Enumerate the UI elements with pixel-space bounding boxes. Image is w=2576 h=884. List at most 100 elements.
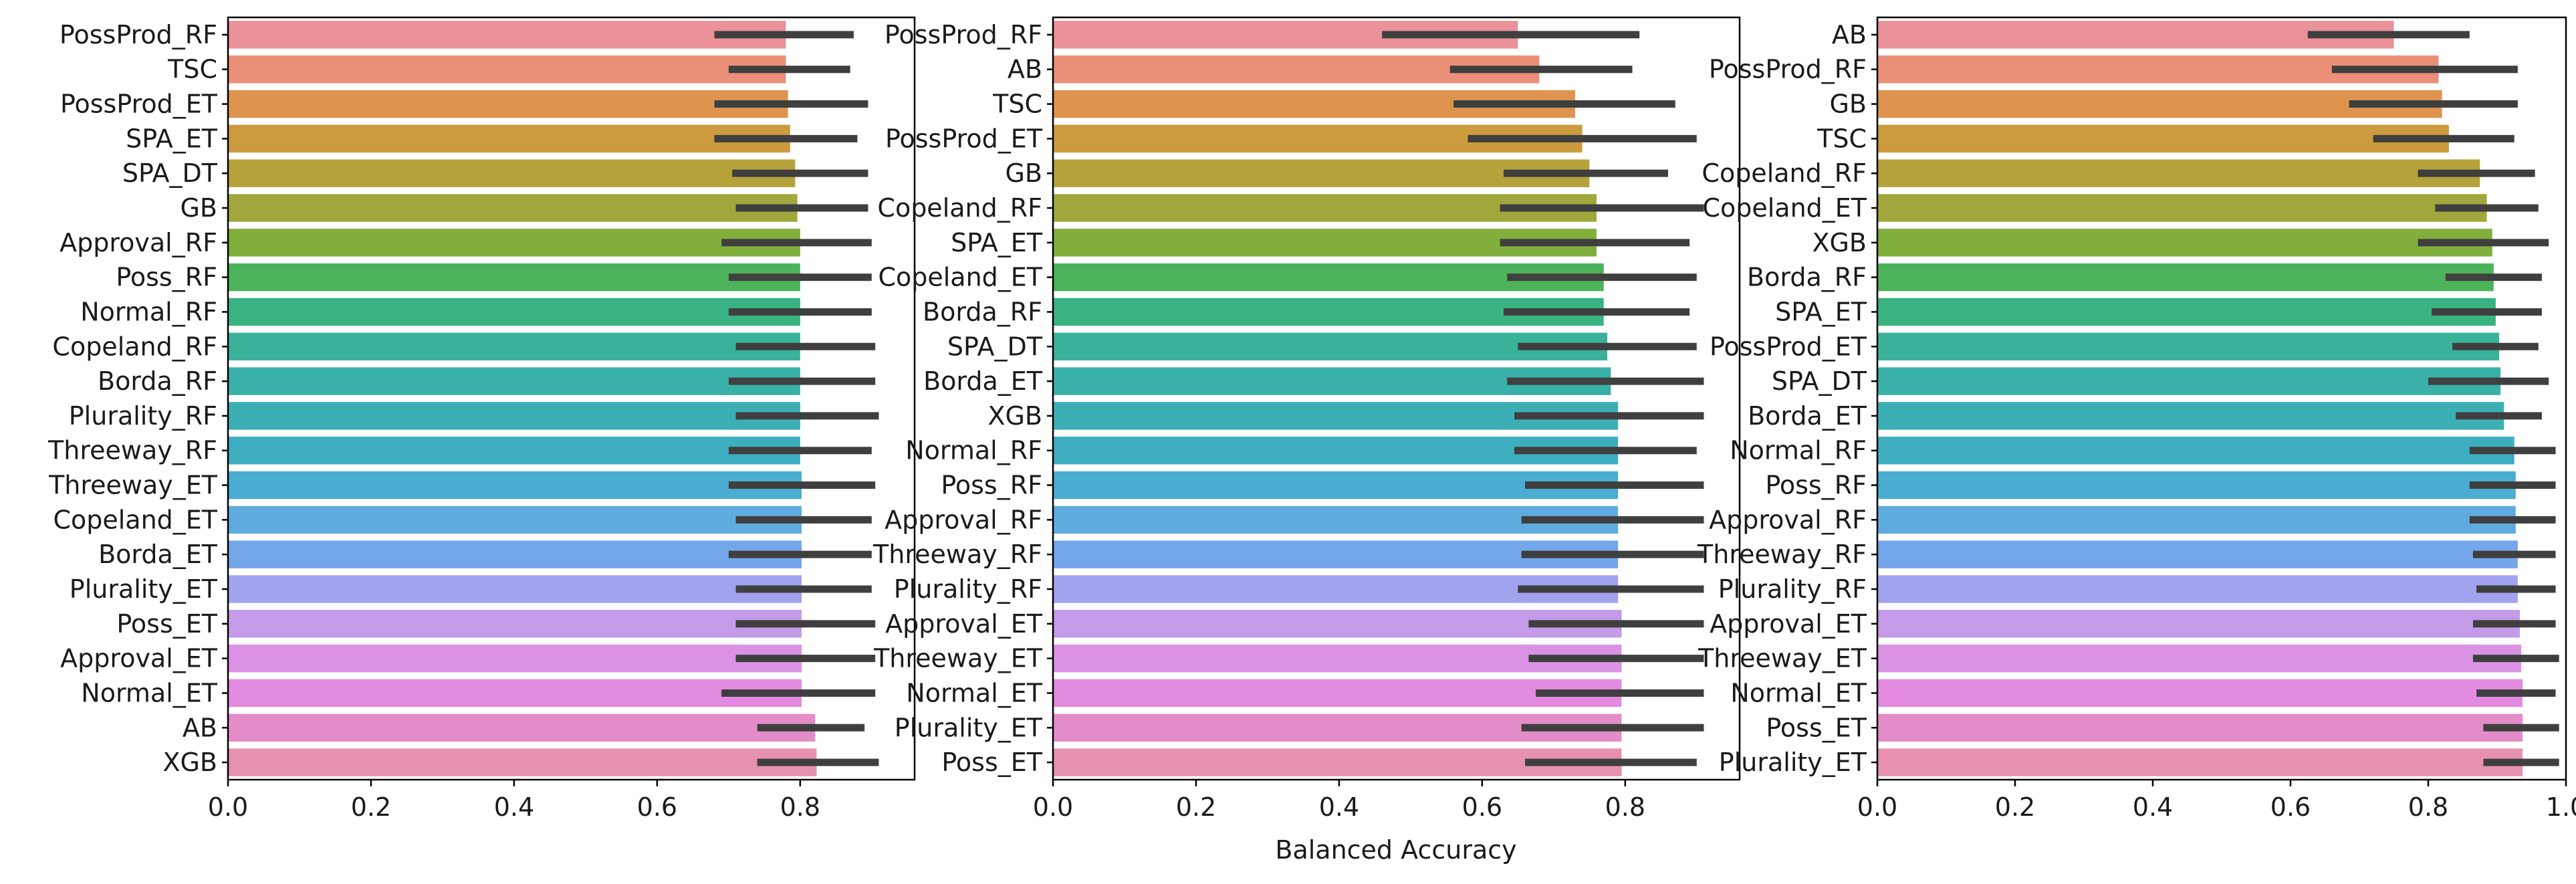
y-tick-label: AB bbox=[1008, 55, 1042, 84]
x-tick-label: 0.6 bbox=[1462, 792, 1502, 822]
chart-panel-right: AB PossProd_RF GB TSC Copeland_RF Copeland_ET… bbox=[1697, 16, 2576, 822]
bar-spa-dt bbox=[1053, 332, 1608, 360]
x-tick-label: 0.6 bbox=[637, 792, 677, 822]
bar-copeland-rf bbox=[228, 332, 800, 360]
bar-tsc bbox=[228, 56, 786, 84]
bar-borda-et bbox=[1877, 402, 2504, 430]
y-tick-label: Plurality_RF bbox=[1718, 574, 1867, 604]
y-tick-label: AB bbox=[183, 713, 217, 742]
y-tick-label: XGB bbox=[987, 401, 1042, 431]
x-tick-label: 0.2 bbox=[1176, 792, 1216, 822]
y-tick-label: Approval_RF bbox=[1709, 505, 1867, 534]
chart-panel-left: PossProd_RF TSC PossProd_ET SPA_ET SPA_DT GB A… bbox=[47, 16, 916, 822]
y-tick-label: Borda_RF bbox=[98, 366, 217, 396]
x-tick-label: 0.6 bbox=[2270, 792, 2311, 822]
y-tick-label: Poss_RF bbox=[941, 471, 1042, 500]
y-tick-label: XGB bbox=[162, 748, 217, 777]
y-tick-label: Borda_RF bbox=[923, 297, 1042, 326]
y-tick-label: Copeland_ET bbox=[878, 263, 1042, 292]
bar-copeland-et bbox=[1877, 194, 2487, 222]
x-tick-label: 0.8 bbox=[780, 792, 820, 822]
y-tick-label: Normal_ET bbox=[81, 678, 218, 707]
bar-borda-et bbox=[228, 540, 802, 568]
bar-possprod-et bbox=[1877, 332, 2500, 360]
y-tick-label: GB bbox=[1005, 158, 1042, 188]
bar-approval-et bbox=[228, 644, 802, 673]
y-tick-label: Poss_ET bbox=[116, 609, 217, 639]
bar-borda-rf bbox=[1877, 263, 2494, 292]
y-tick-label: Borda_ET bbox=[1748, 401, 1867, 431]
axes-frame bbox=[1876, 16, 2567, 781]
chart-panel-middle: PossProd_RF AB TSC PossProd_ET GB Copeland_RF… bbox=[872, 16, 1741, 822]
y-tick-label: Poss_ET bbox=[941, 748, 1042, 777]
bar-normal-et bbox=[1877, 679, 2523, 707]
y-tick-label: Copeland_RF bbox=[52, 332, 217, 361]
bar-tsc bbox=[1877, 124, 2449, 153]
bar-copeland-et bbox=[228, 506, 802, 534]
bar-threeway-et bbox=[1877, 644, 2522, 673]
y-tick-label: Approval_ET bbox=[1710, 609, 1867, 639]
bar-ab bbox=[228, 713, 816, 742]
y-tick-label: XGB bbox=[1812, 228, 1867, 257]
bar-approval-et bbox=[1053, 610, 1622, 638]
y-tick-label: PossProd_ET bbox=[60, 90, 218, 119]
bar-gb bbox=[1053, 159, 1590, 187]
bar-threeway-rf bbox=[228, 437, 800, 465]
bar-spa-et bbox=[1877, 298, 2496, 326]
y-tick-label: Normal_RF bbox=[1730, 436, 1867, 465]
x-tick-label: 0.4 bbox=[2133, 792, 2173, 822]
x-tick-label: 0.0 bbox=[208, 792, 248, 822]
y-tick-label: Poss_ET bbox=[1766, 713, 1867, 742]
axes-frame bbox=[227, 16, 916, 781]
y-tick-label: Normal_RF bbox=[905, 436, 1042, 465]
y-tick-label: Poss_RF bbox=[1765, 471, 1867, 500]
y-tick-label: Copeland_ET bbox=[1702, 193, 1867, 223]
x-tick-label: 1.0 bbox=[2546, 792, 2576, 822]
bar-possprod-rf bbox=[228, 21, 786, 49]
y-tick-label: Copeland_RF bbox=[877, 193, 1042, 223]
y-tick-label: PossProd_RF bbox=[885, 20, 1042, 49]
y-tick-label: TSC bbox=[992, 90, 1042, 119]
x-tick-label: 0.0 bbox=[1033, 792, 1073, 822]
x-tick-label: 0.2 bbox=[1995, 792, 2035, 822]
y-tick-label: Approval_ET bbox=[60, 644, 218, 673]
bar-spa-dt bbox=[228, 159, 796, 187]
bar-borda-rf bbox=[228, 367, 800, 395]
bar-normal-et bbox=[1053, 679, 1622, 707]
y-tick-label: PossProd_ET bbox=[885, 124, 1043, 153]
y-tick-label: Approval_ET bbox=[885, 609, 1043, 639]
y-tick-label: SPA_ET bbox=[1775, 297, 1867, 326]
bar-plurality-rf bbox=[228, 402, 800, 430]
bar-plurality-et bbox=[1877, 748, 2523, 776]
bar-threeway-et bbox=[228, 471, 802, 500]
y-tick-label: Threeway_RF bbox=[47, 436, 217, 465]
bar-poss-et bbox=[1877, 713, 2523, 742]
bar-xgb bbox=[228, 748, 817, 776]
axes-frame bbox=[1052, 16, 1741, 781]
x-tick-label: 0.2 bbox=[351, 792, 391, 822]
bar-poss-et bbox=[228, 610, 802, 638]
bar-normal-et bbox=[228, 679, 802, 707]
bar-normal-rf bbox=[1877, 437, 2514, 465]
y-tick-label: TSC bbox=[167, 55, 217, 84]
bar-threeway-et bbox=[1053, 644, 1622, 673]
bar-gb bbox=[228, 194, 798, 222]
x-tick-label: 0.8 bbox=[2408, 792, 2448, 822]
bar-xgb bbox=[1877, 229, 2492, 257]
x-tick-label: 0.8 bbox=[1605, 792, 1645, 822]
x-axis-label: Balanced Accuracy bbox=[1275, 835, 1516, 865]
bar-poss-rf bbox=[228, 263, 800, 292]
y-tick-label: GB bbox=[180, 193, 217, 223]
y-tick-label: Normal_ET bbox=[1730, 678, 1867, 707]
x-tick-label: 0.4 bbox=[494, 792, 534, 822]
bar-spa-et bbox=[228, 124, 790, 153]
y-tick-label: Threeway_ET bbox=[1697, 644, 1867, 673]
bar-spa-dt bbox=[1877, 367, 2501, 395]
bar-poss-rf bbox=[1877, 471, 2516, 500]
y-tick-label: PossProd_RF bbox=[1709, 55, 1867, 84]
y-tick-label: Plurality_ET bbox=[1719, 748, 1867, 777]
y-tick-label: Approval_RF bbox=[885, 505, 1042, 534]
y-tick-label: Threeway_ET bbox=[48, 471, 218, 500]
bar-approval-rf bbox=[228, 229, 800, 257]
